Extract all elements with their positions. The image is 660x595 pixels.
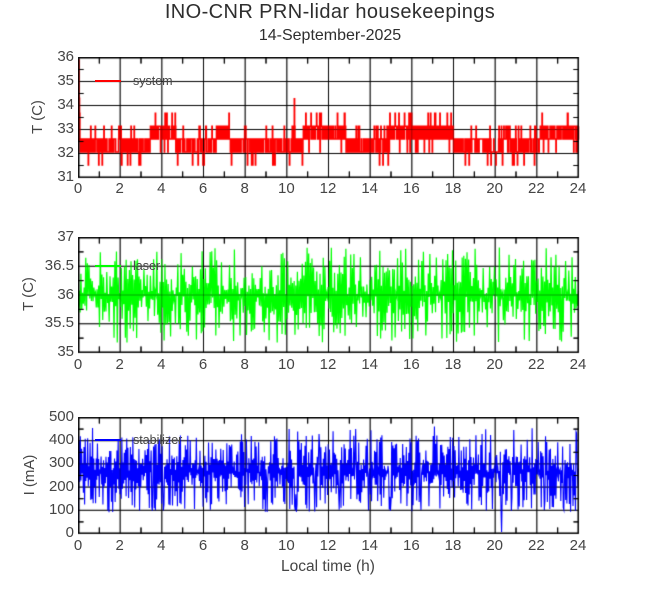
y-tick-label: 300: [48, 454, 74, 472]
x-tick-label: 4: [157, 180, 166, 197]
x-axis-title: Local time (h): [281, 558, 375, 575]
system-temperature-plot-canvas: [78, 57, 580, 179]
x-tick-label: 6: [198, 180, 208, 197]
y-tick-label: 36: [57, 48, 74, 65]
x-tick-label: 24: [569, 180, 587, 197]
x-tick-label: 4: [157, 537, 166, 554]
x-tick-label: 22: [527, 180, 545, 197]
x-tick-label: 2: [115, 537, 124, 554]
y-tick-label: 34: [57, 96, 74, 113]
y-axis-title: I (mA): [21, 454, 38, 496]
x-tick-label: 24: [569, 537, 587, 554]
x-tick-label: 18: [444, 180, 462, 197]
x-tick-label: 0: [73, 356, 83, 373]
x-tick-label: 2: [115, 180, 124, 197]
x-tick-label: 16: [402, 537, 420, 554]
x-tick-label: 16: [402, 180, 420, 197]
y-tick-label: 32: [57, 144, 74, 161]
x-tick-label: 20: [486, 180, 503, 197]
y-tick-label: 35: [57, 343, 74, 360]
figure-title: INO-CNR PRN-lidar housekeepings: [164, 1, 496, 23]
x-tick-label: 12: [319, 537, 337, 554]
x-tick-label: 0: [73, 180, 83, 197]
x-tick-label: 0: [73, 537, 83, 554]
x-tick-label: 10: [277, 537, 295, 554]
x-tick-label: 8: [240, 356, 249, 373]
y-tick-label: 36: [57, 285, 74, 303]
x-tick-label: 6: [198, 537, 208, 554]
x-tick-label: 12: [319, 180, 337, 197]
y-tick-label: 100: [48, 500, 74, 518]
y-axis-title: T (C): [29, 100, 46, 134]
legend-label-stabilizer: stabilizer: [133, 433, 183, 448]
x-tick-label: 6: [198, 356, 208, 373]
y-tick-label: 200: [48, 477, 74, 495]
y-tick-label: 0: [65, 524, 74, 541]
legend-label-laser: laser: [133, 258, 161, 273]
legend-line-system: [95, 80, 121, 82]
x-tick-label: 24: [569, 356, 587, 373]
x-tick-label: 10: [277, 180, 295, 197]
y-axis-title: T (C): [20, 277, 37, 311]
y-tick-label: 35.5: [44, 314, 74, 332]
legend-label-system: system: [133, 74, 173, 88]
y-tick-label: 36.5: [44, 256, 74, 274]
legend-line-stabilizer: [95, 439, 121, 442]
stabilizer-current-plot-canvas: [78, 417, 580, 535]
y-tick-label: 37: [57, 228, 74, 245]
x-tick-label: 18: [444, 356, 462, 373]
legend-line-laser: [95, 264, 121, 267]
figure-subtitle: 14-September-2025: [258, 27, 402, 44]
laser-temperature-plot-canvas: [78, 237, 580, 354]
x-tick-label: 14: [361, 537, 378, 554]
x-tick-label: 4: [157, 356, 166, 373]
y-tick-label: 33: [57, 120, 74, 137]
x-tick-label: 16: [402, 356, 420, 373]
x-tick-label: 20: [486, 356, 503, 373]
x-tick-label: 12: [319, 356, 337, 373]
x-tick-label: 22: [527, 356, 545, 373]
y-tick-label: 500: [48, 408, 74, 425]
x-tick-label: 10: [277, 356, 295, 373]
x-tick-label: 18: [444, 537, 462, 554]
x-tick-label: 14: [361, 356, 378, 373]
y-tick-label: 400: [48, 431, 74, 449]
y-tick-label: 35: [57, 72, 74, 89]
y-tick-label: 31: [57, 168, 74, 185]
x-tick-label: 22: [527, 537, 545, 554]
x-tick-label: 8: [240, 537, 249, 554]
x-tick-label: 2: [115, 356, 124, 373]
x-tick-label: 8: [240, 180, 249, 197]
x-tick-label: 14: [361, 180, 378, 197]
x-tick-label: 20: [486, 537, 503, 554]
